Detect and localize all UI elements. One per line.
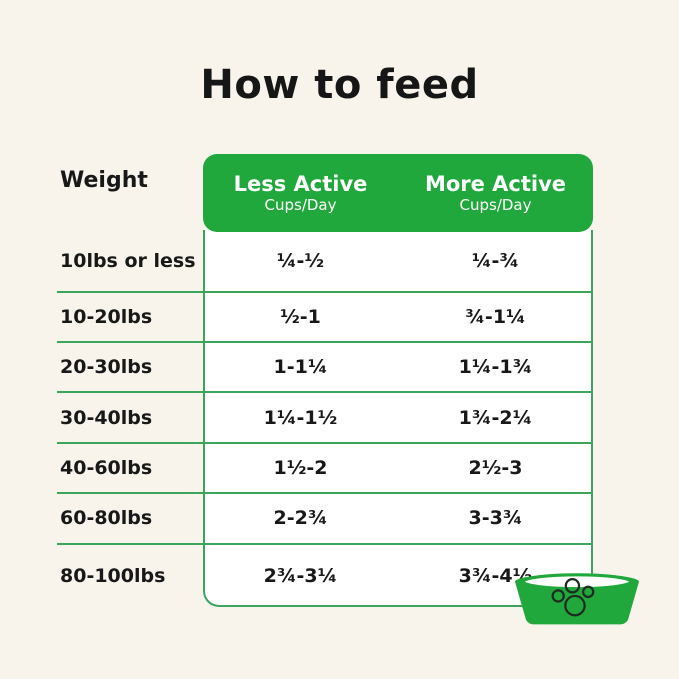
more-active-cell: 1¾-2¼ (458, 406, 533, 429)
more-active-cell: ¾-1¼ (465, 305, 526, 328)
table-row: 10lbs or less ¼-½ ¼-¾ (57, 232, 593, 293)
table-header: Less Active Cups/Day More Active Cups/Da… (203, 154, 593, 232)
table-row: 10-20lbs ½-1 ¾-1¼ (57, 293, 593, 343)
table-rows: 10lbs or less ¼-½ ¼-¾ 10-20lbs ½-1 ¾-1¼ 20-30l… (57, 232, 593, 607)
less-active-cell: 1¼-1½ (263, 406, 338, 429)
weight-cell: 10lbs or less (60, 250, 196, 273)
weight-cell: 30-40lbs (60, 406, 153, 429)
weight-column-header: Weight (60, 168, 148, 193)
weight-cell: 80-100lbs (60, 564, 166, 587)
more-active-cell: 3¾-4½ (458, 564, 533, 587)
column-sublabel: Cups/Day (264, 196, 337, 215)
more-active-cell: 3-3¾ (468, 507, 523, 530)
table-row: 60-80lbs 2-2¾ 3-3¾ (57, 494, 593, 545)
dog-bowl-icon (515, 573, 639, 625)
more-active-cell: 2½-3 (468, 456, 523, 479)
less-active-cell: 2¾-3¼ (263, 564, 338, 587)
weight-cell: 60-80lbs (60, 507, 153, 530)
weight-cell: 20-30lbs (60, 356, 153, 379)
table-row: 30-40lbs 1¼-1½ 1¾-2¼ (57, 393, 593, 444)
column-header-more-active: More Active Cups/Day (398, 154, 593, 232)
paw-print-icon (551, 578, 595, 617)
weight-cell: 10-20lbs (60, 305, 153, 328)
less-active-cell: 2-2¾ (273, 507, 328, 530)
less-active-cell: ½-1 (280, 305, 321, 328)
column-label: Less Active (233, 171, 368, 196)
column-label: More Active (424, 171, 567, 196)
table-row: 20-30lbs 1-1¼ 1¼-1¾ (57, 343, 593, 394)
column-header-less-active: Less Active Cups/Day (203, 154, 398, 232)
table-row: 80-100lbs 2¾-3¼ 3¾-4½ (57, 545, 593, 607)
weight-cell: 40-60lbs (60, 456, 153, 479)
less-active-cell: 1½-2 (273, 456, 328, 479)
table-row: 40-60lbs 1½-2 2½-3 (57, 444, 593, 495)
more-active-cell: ¼-¾ (471, 250, 520, 273)
page-title: How to feed (200, 62, 479, 108)
less-active-cell: ¼-½ (276, 250, 325, 273)
more-active-cell: 1¼-1¾ (458, 356, 533, 379)
less-active-cell: 1-1¼ (273, 356, 328, 379)
column-sublabel: Cups/Day (459, 196, 532, 215)
